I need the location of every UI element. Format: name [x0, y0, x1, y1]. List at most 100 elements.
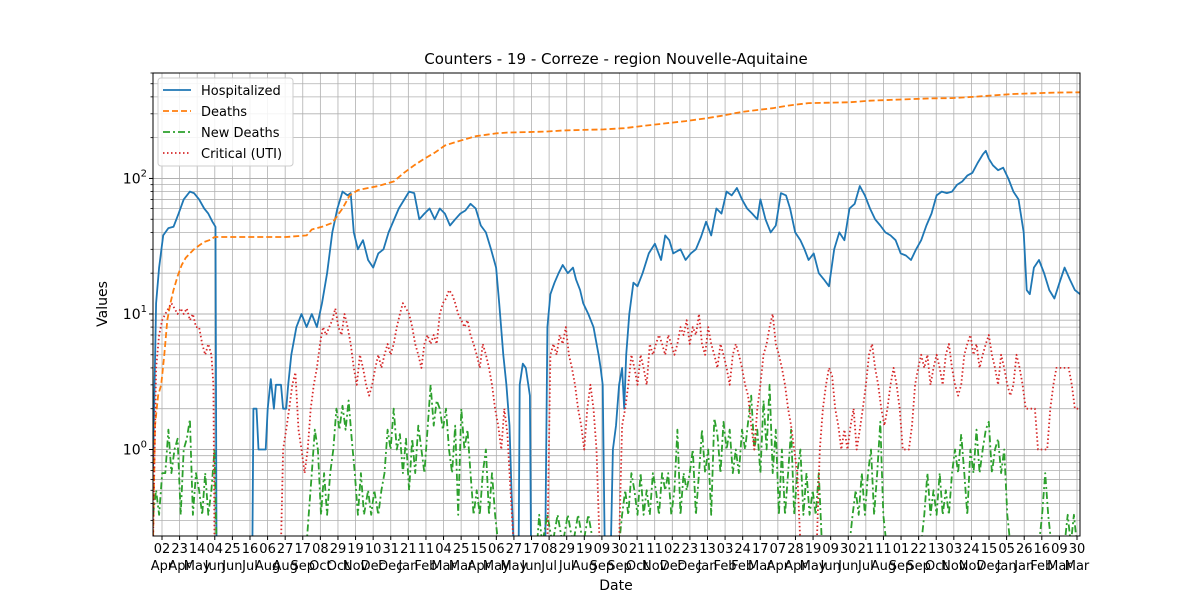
x-tick-day-label: 01 [893, 542, 910, 557]
x-tick-day-label: 30 [1069, 542, 1086, 557]
x-tick-month-label: Sep [607, 559, 632, 574]
x-tick-month-label: Jan [1013, 559, 1034, 574]
x-tick-month-label: Jan [397, 559, 418, 574]
x-tick-day-label: 26 [1016, 542, 1033, 557]
y-axis-label: Values [95, 281, 111, 327]
x-tick-month-label: Oct [327, 559, 349, 574]
x-tick-month-label: Aug [871, 559, 896, 574]
plot-frame [152, 72, 1081, 537]
x-tick-month-label: Jun [204, 559, 225, 574]
x-tick-day-label: 31 [382, 542, 399, 557]
x-tick-day-label: 16 [1034, 542, 1051, 557]
x-tick-month-label: Jul [558, 559, 575, 574]
x-tick-day-label: 14 [189, 542, 206, 557]
x-tick-day-label: 25 [224, 542, 241, 557]
x-tick-month-label: Jun [819, 559, 840, 574]
x-tick-day-label: 23 [682, 542, 699, 557]
x-tick-day-label: 24 [734, 542, 751, 557]
x-tick-month-label: Sep [906, 559, 931, 574]
x-tick-day-label: 02 [154, 542, 171, 557]
x-tick-day-label: 07 [770, 542, 787, 557]
series-line-deaths [153, 91, 1080, 536]
x-tick-month-label: May [500, 559, 527, 574]
x-tick-day-label: 11 [875, 542, 892, 557]
x-tick-day-label: 10 [365, 542, 382, 557]
x-tick-month-label: Dec [976, 559, 1001, 574]
x-tick-month-label: Mar [449, 559, 474, 574]
x-tick-day-label: 17 [523, 542, 540, 557]
x-tick-day-label: 30 [611, 542, 628, 557]
x-tick-month-label: Feb [714, 559, 737, 574]
legend-label: Critical (UTI) [201, 147, 282, 162]
grid-lines [153, 72, 1080, 536]
x-tick-day-label: 19 [347, 542, 364, 557]
x-tick-day-label: 06 [488, 542, 505, 557]
x-tick-day-label: 21 [400, 542, 417, 557]
x-tick-month-label: Jan [996, 559, 1017, 574]
y-tick-label: 100 [123, 440, 147, 459]
x-tick-day-label: 13 [928, 542, 945, 557]
x-tick-month-label: Dec [677, 559, 702, 574]
x-tick-month-label: Nov [642, 559, 668, 574]
legend-label: New Deaths [201, 126, 280, 141]
series-line-hospitalized [153, 149, 1080, 536]
x-tick-month-label: Feb [1030, 559, 1053, 574]
x-tick-month-label: Aug [255, 559, 280, 574]
x-tick-day-label: 15 [470, 542, 487, 557]
x-tick-day-label: 17 [294, 542, 311, 557]
x-tick-day-label: 22 [910, 542, 927, 557]
series-line-new-deaths [153, 383, 1077, 536]
x-tick-month-label: Mar [1065, 559, 1090, 574]
x-tick-month-label: Apr [784, 559, 807, 574]
x-tick-day-label: 02 [664, 542, 681, 557]
x-tick-day-label: 21 [629, 542, 646, 557]
x-tick-month-label: Oct [309, 559, 331, 574]
y-tick-label: 102 [123, 168, 147, 187]
x-tick-month-label: Sep [889, 559, 914, 574]
x-tick-day-label: 28 [787, 542, 804, 557]
x-tick-day-label: 04 [207, 542, 224, 557]
x-tick-month-label: Apr [151, 559, 174, 574]
x-tick-month-label: Dec [660, 559, 685, 574]
x-tick-day-label: 29 [558, 542, 575, 557]
x-tick-day-label: 27 [506, 542, 523, 557]
x-tick-month-label: Apr [467, 559, 490, 574]
x-tick-day-label: 06 [259, 542, 276, 557]
x-tick-month-label: Dec [361, 559, 386, 574]
x-tick-month-label: May [184, 559, 211, 574]
y-axis-ticks: 100 101 102 [123, 72, 153, 521]
x-tick-day-label: 29 [330, 542, 347, 557]
x-tick-day-label: 11 [418, 542, 435, 557]
legend-label: Deaths [201, 105, 247, 120]
x-tick-day-label: 09 [594, 542, 611, 557]
x-tick-day-label: 30 [840, 542, 857, 557]
x-tick-day-label: 25 [453, 542, 470, 557]
x-tick-day-label: 17 [752, 542, 769, 557]
x-tick-day-label: 09 [822, 542, 839, 557]
x-tick-month-label: Nov [343, 559, 369, 574]
x-tick-month-label: May [483, 559, 510, 574]
x-tick-day-label: 08 [312, 542, 329, 557]
x-tick-day-label: 03 [717, 542, 734, 557]
x-tick-day-label: 04 [435, 542, 452, 557]
x-tick-month-label: Oct [626, 559, 648, 574]
x-tick-month-label: Mar [1047, 559, 1072, 574]
x-tick-month-label: Nov [941, 559, 967, 574]
x-tick-month-label: Mar [431, 559, 456, 574]
x-tick-month-label: Mar [748, 559, 773, 574]
x-axis-ticks: 02 Apr 23 Apr 14 May 04 Jun 25 Jun 16 Jul 06 Aug 27 Aug… [151, 536, 1090, 574]
x-tick-day-label: 21 [858, 542, 875, 557]
x-tick-month-label: Jun [520, 559, 541, 574]
x-tick-month-label: Jul [540, 559, 557, 574]
legend-box [157, 77, 294, 167]
legend-label: Hospitalized [201, 84, 281, 99]
x-tick-month-label: Oct [925, 559, 947, 574]
x-tick-day-label: 24 [963, 542, 980, 557]
x-tick-month-label: Sep [590, 559, 615, 574]
x-tick-day-label: 09 [1051, 542, 1068, 557]
y-tick-label: 101 [123, 304, 147, 323]
plot-series [153, 91, 1080, 536]
x-tick-month-label: Jan [696, 559, 717, 574]
x-axis-label: Date [599, 578, 632, 594]
